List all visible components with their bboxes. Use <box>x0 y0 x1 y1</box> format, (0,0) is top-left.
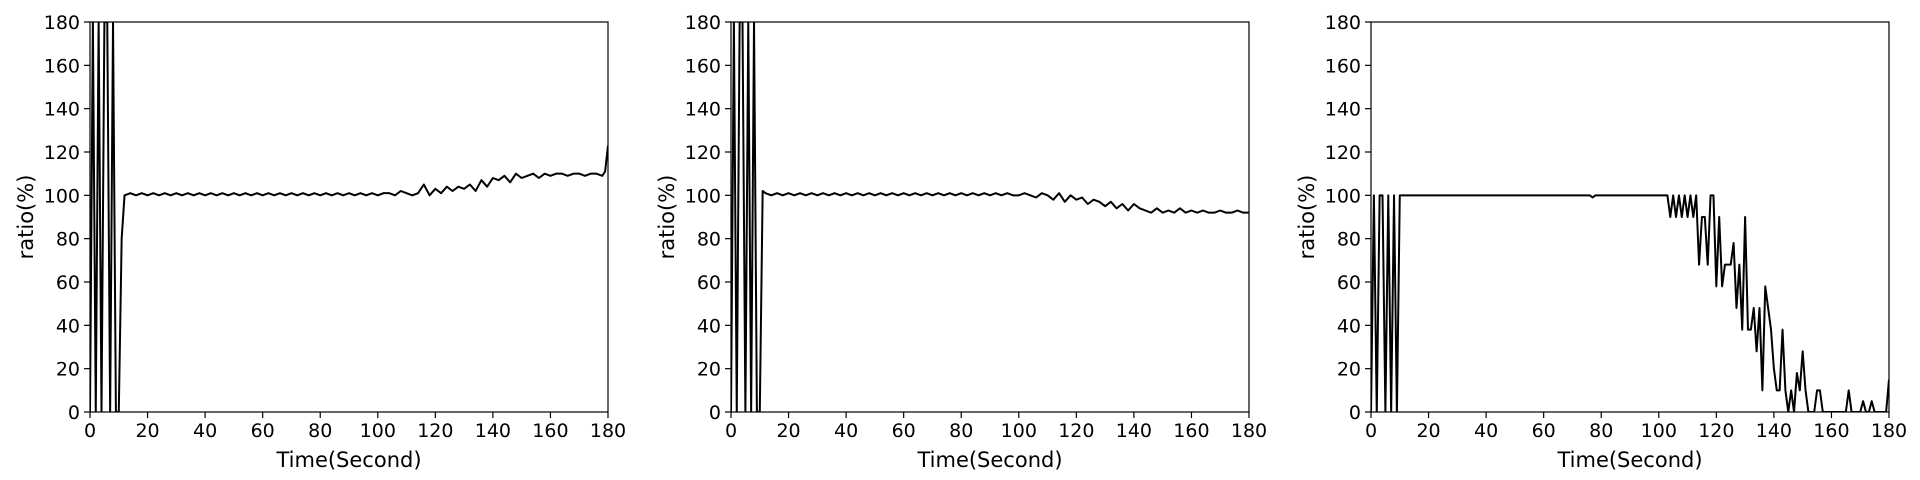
x-tick-label: 120 <box>1058 420 1094 442</box>
x-tick-label: 100 <box>360 420 396 442</box>
series-line <box>1371 194 1889 412</box>
y-tick-label: 140 <box>685 99 721 121</box>
y-tick-label: 20 <box>1337 359 1361 381</box>
y-tick-label: 180 <box>685 12 721 34</box>
x-tick-label: 140 <box>1116 420 1152 442</box>
x-tick-label: 80 <box>1589 420 1613 442</box>
x-tick-label: 60 <box>1532 420 1556 442</box>
x-tick-label: 120 <box>1698 420 1734 442</box>
y-tick-label: 180 <box>1325 12 1361 34</box>
y-tick-label: 20 <box>697 359 721 381</box>
y-tick-label: 100 <box>685 185 721 207</box>
x-axis-label: Time(Second) <box>275 448 421 472</box>
y-tick-label: 0 <box>1349 402 1361 424</box>
y-tick-label: 80 <box>1337 229 1361 251</box>
y-tick-label: 20 <box>56 359 80 381</box>
x-tick-label: 40 <box>1474 420 1498 442</box>
x-tick-label: 80 <box>308 420 332 442</box>
x-tick-label: 0 <box>725 420 737 442</box>
x-tick-label: 180 <box>590 420 626 442</box>
series-line <box>731 22 1249 412</box>
y-tick-label: 100 <box>44 185 80 207</box>
y-tick-label: 40 <box>1337 315 1361 337</box>
x-tick-label: 0 <box>84 420 96 442</box>
y-tick-label: 0 <box>709 402 721 424</box>
x-axis-label: Time(Second) <box>1556 448 1702 472</box>
y-tick-label: 160 <box>1325 55 1361 77</box>
x-tick-label: 140 <box>1756 420 1792 442</box>
y-axis-label: ratio(%) <box>1295 175 1319 260</box>
x-tick-label: 60 <box>892 420 916 442</box>
x-tick-label: 180 <box>1231 420 1267 442</box>
y-tick-label: 40 <box>697 315 721 337</box>
y-tick-label: 120 <box>44 142 80 164</box>
y-tick-label: 40 <box>56 315 80 337</box>
x-tick-label: 0 <box>1365 420 1377 442</box>
y-tick-label: 60 <box>56 272 80 294</box>
y-tick-label: 140 <box>1325 99 1361 121</box>
x-tick-label: 180 <box>1871 420 1907 442</box>
axes-frame <box>89 21 609 413</box>
x-tick-label: 20 <box>776 420 800 442</box>
y-tick-label: 80 <box>56 229 80 251</box>
y-tick-label: 120 <box>1325 142 1361 164</box>
y-tick-label: 160 <box>44 55 80 77</box>
axes-frame <box>730 21 1250 413</box>
y-tick-label: 60 <box>697 272 721 294</box>
x-tick-label: 160 <box>1173 420 1209 442</box>
x-tick-label: 100 <box>1641 420 1677 442</box>
y-tick-label: 80 <box>697 229 721 251</box>
x-tick-label: 40 <box>834 420 858 442</box>
y-tick-label: 60 <box>1337 272 1361 294</box>
chart-panel-2: 0 20 40 60 80 100 120 140 160 180 0 20 40 60 80 100 120 1… <box>655 12 1267 472</box>
y-axis-label: ratio(%) <box>14 175 38 260</box>
x-tick-label: 100 <box>1001 420 1037 442</box>
x-tick-label: 160 <box>1813 420 1849 442</box>
y-tick-label: 180 <box>44 12 80 34</box>
y-tick-label: 160 <box>685 55 721 77</box>
y-tick-label: 100 <box>1325 185 1361 207</box>
x-tick-label: 20 <box>1416 420 1440 442</box>
y-axis-label: ratio(%) <box>655 175 679 260</box>
x-tick-label: 20 <box>135 420 159 442</box>
chart-panel-3: 0 20 40 60 80 100 120 140 160 180 0 20 40 60 80 100 120 1… <box>1295 12 1907 472</box>
x-tick-label: 60 <box>251 420 275 442</box>
x-tick-label: 80 <box>949 420 973 442</box>
y-tick-label: 120 <box>685 142 721 164</box>
y-tick-label: 140 <box>44 99 80 121</box>
x-tick-label: 160 <box>532 420 568 442</box>
series-line <box>90 22 608 412</box>
chart-panel-1: 0 20 40 60 80 100 120 140 160 180 0 20 40 60 80 100 120 1… <box>14 12 626 472</box>
y-tick-label: 0 <box>68 402 80 424</box>
x-tick-label: 120 <box>417 420 453 442</box>
x-axis-label: Time(Second) <box>916 448 1062 472</box>
axes-frame <box>1370 21 1890 413</box>
x-tick-label: 140 <box>475 420 511 442</box>
x-tick-label: 40 <box>193 420 217 442</box>
